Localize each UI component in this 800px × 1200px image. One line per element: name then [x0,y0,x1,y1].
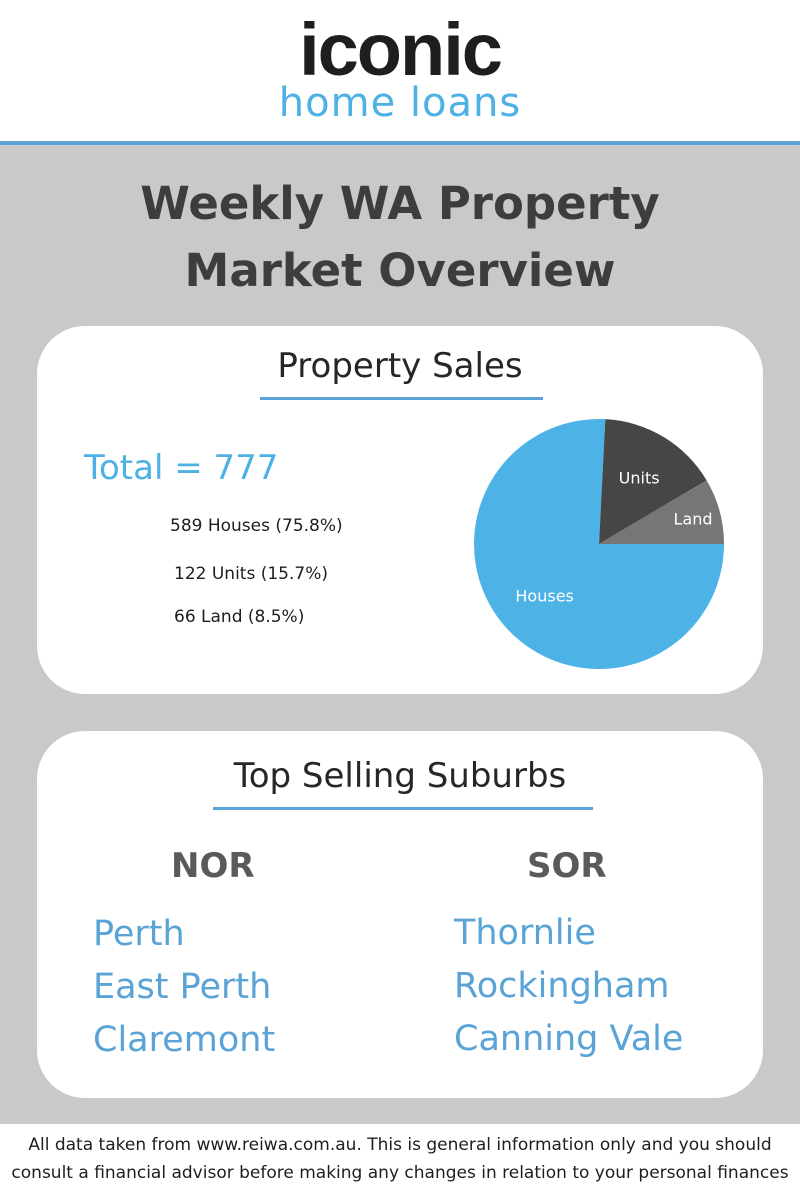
land-stat: 66 Land (8.5%) [174,607,305,627]
logo-subtitle: home loans [278,80,522,126]
property-sales-underline [260,397,543,400]
property-sales-pie-chart: Houses Units Land [474,419,724,669]
pie-label-land: Land [674,509,713,528]
units-stat: 122 Units (15.7%) [174,564,328,584]
pie-label-units: Units [619,469,660,488]
nor-suburb-2: East Perth [93,967,272,1007]
logo-wordmark: iconic [299,8,503,91]
pie-slice-units [599,419,707,544]
page-title-line-1: Weekly WA Property [140,177,660,230]
footer-band [0,1124,800,1200]
property-sales-card: Property Sales Total = 777 589 Houses (7… [37,326,763,694]
nor-suburb-3: Claremont [93,1020,276,1060]
pie-slice-land [599,480,724,544]
page-title-line-2: Market Overview [184,244,616,297]
sor-suburb-2: Rockingham [454,966,670,1006]
header: iconic home loans [0,0,800,145]
nor-suburb-1: Perth [93,914,185,954]
footer-line-2: consult a financial advisor before makin… [11,1163,789,1183]
sor-column-heading: SOR [527,846,607,886]
footer-line-1: All data taken from www.reiwa.com.au. Th… [28,1135,772,1155]
pie-label-houses: Houses [515,587,573,606]
nor-column-heading: NOR [171,846,255,886]
sor-suburb-1: Thornlie [454,913,596,953]
sor-suburb-3: Canning Vale [454,1019,684,1059]
footer-disclaimer: All data taken from www.reiwa.com.au. Th… [0,1131,800,1187]
houses-stat: 589 Houses (75.8%) [170,516,343,536]
top-suburbs-underline [213,807,593,810]
top-suburbs-card: Top Selling Suburbs NOR Perth East Perth… [37,731,763,1098]
property-sales-heading: Property Sales [277,346,523,386]
sales-total: Total = 777 [84,448,279,488]
top-suburbs-heading: Top Selling Suburbs [233,756,567,796]
page-title: Weekly WA Property Market Overview [0,170,800,304]
